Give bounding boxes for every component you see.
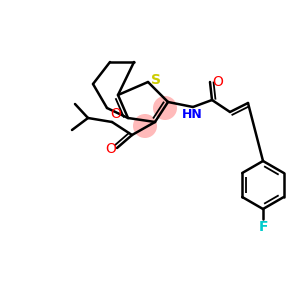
Text: HN: HN (182, 109, 203, 122)
Text: F: F (258, 220, 268, 234)
Circle shape (153, 96, 177, 120)
Text: O: O (111, 107, 122, 121)
Text: O: O (106, 142, 116, 156)
Text: S: S (151, 73, 161, 87)
Text: O: O (213, 75, 224, 89)
Circle shape (133, 114, 157, 138)
